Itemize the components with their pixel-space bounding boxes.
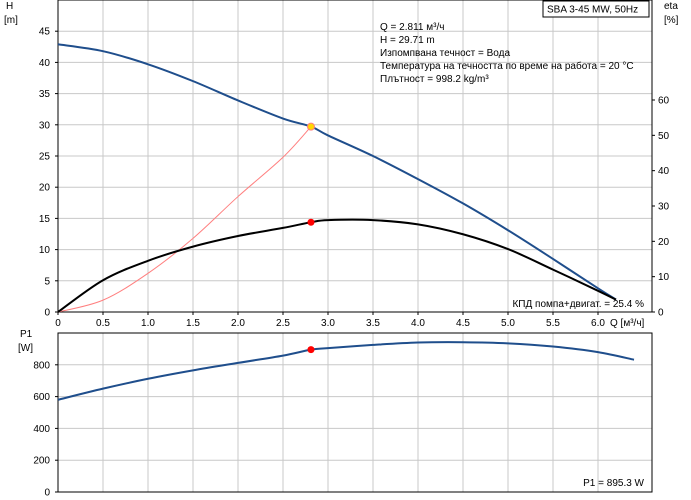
h-tick-label: 15 <box>39 214 51 225</box>
head-curve <box>57 43 617 301</box>
power-curve <box>57 341 635 401</box>
p1-tick-label: 800 <box>33 360 50 371</box>
chart-title: SBA 3-45 MW, 50Hz <box>547 5 638 16</box>
duty-point-marker <box>306 122 315 131</box>
efficiency-point-marker <box>307 218 315 226</box>
top-tick-labels: 0 0.5 1.0 1.5 2.0 2.5 3.0 3.5 4.0 4.5 5.0 5.5 6.0 0 5 1… <box>39 27 670 329</box>
p1-tick-label: 600 <box>33 392 50 403</box>
h-tick-label: 0 <box>44 308 50 319</box>
h-tick-label: 5 <box>44 276 50 287</box>
power-label: P1 = 895.3 W <box>583 478 644 489</box>
bottom-gridlines <box>58 333 652 492</box>
operating-info: Q = 2.811 м³/ч H = 29.71 m Изпомпвана те… <box>380 22 634 85</box>
h-tick-label: 30 <box>39 120 51 131</box>
x-tick-label: 3.5 <box>366 318 380 329</box>
power-chart: 0 200 400 600 800 P1 [W] P1 = 895.3 W <box>18 329 653 499</box>
head-efficiency-chart: 0 0.5 1.0 1.5 2.0 2.5 3.0 3.5 4.0 4.5 5.0 5.5 6.0 0 5 1… <box>4 0 679 329</box>
efficiency-curve <box>57 218 617 313</box>
x-tick-label: 4.0 <box>411 318 425 329</box>
info-liquid: Изпомпвана течност = Вода <box>380 48 510 59</box>
p1-tick-label: 0 <box>44 488 50 499</box>
eta-tick-label: 0 <box>658 308 664 319</box>
x-tick-label: 1.5 <box>186 318 200 329</box>
p1-axis-unit: [W] <box>18 343 33 354</box>
x-tick-label: 1.0 <box>141 318 155 329</box>
bottom-tick-labels: 0 200 400 600 800 <box>33 360 58 499</box>
info-temperature: Температура на течността по време на раб… <box>380 60 634 72</box>
h-tick-label: 25 <box>39 152 51 163</box>
eta-tick-label: 30 <box>658 201 670 212</box>
h-tick-label: 20 <box>39 183 51 194</box>
h-axis-unit: [m] <box>4 15 18 26</box>
x-tick-label: 5.5 <box>546 318 560 329</box>
x-tick-label: 0 <box>55 318 61 329</box>
h-axis-symbol: H <box>6 1 13 12</box>
p1-axis-symbol: P1 <box>20 329 33 340</box>
p1-tick-label: 400 <box>33 424 50 435</box>
power-point-marker <box>307 346 315 354</box>
eta-axis-symbol: eta <box>664 1 678 12</box>
x-tick-label: 2.0 <box>231 318 245 329</box>
x-tick-label: 0.5 <box>96 318 110 329</box>
x-tick-label: 4.5 <box>456 318 470 329</box>
eta-tick-label: 10 <box>658 272 670 283</box>
h-tick-label: 45 <box>39 27 51 38</box>
h-tick-label: 10 <box>39 245 51 256</box>
eta-tick-label: 50 <box>658 131 670 142</box>
x-tick-label: 6.0 <box>591 318 605 329</box>
info-head: H = 29.71 m <box>380 35 435 46</box>
eta-tick-label: 40 <box>658 166 670 177</box>
top-gridlines <box>58 0 652 312</box>
eta-axis-unit: [%] <box>664 15 679 26</box>
x-tick-label: 3.0 <box>321 318 335 329</box>
bottom-plot-frame <box>57 332 653 493</box>
p1-tick-label: 200 <box>33 456 50 467</box>
system-curve <box>57 126 312 313</box>
info-flow: Q = 2.811 м³/ч <box>380 22 444 33</box>
h-tick-label: 40 <box>39 58 51 69</box>
eta-tick-label: 20 <box>658 237 670 248</box>
h-tick-label: 35 <box>39 89 51 100</box>
x-tick-label: 5.0 <box>501 318 515 329</box>
eta-tick-label: 60 <box>658 95 670 106</box>
efficiency-label: КПД помпа+двигат. = 25.4 % <box>512 299 644 310</box>
x-axis-label: Q [м³/ч] <box>610 318 645 329</box>
x-tick-label: 2.5 <box>276 318 290 329</box>
info-density: Плътност = 998.2 kg/m³ <box>380 74 489 85</box>
model-title-box: SBA 3-45 MW, 50Hz <box>542 0 650 18</box>
